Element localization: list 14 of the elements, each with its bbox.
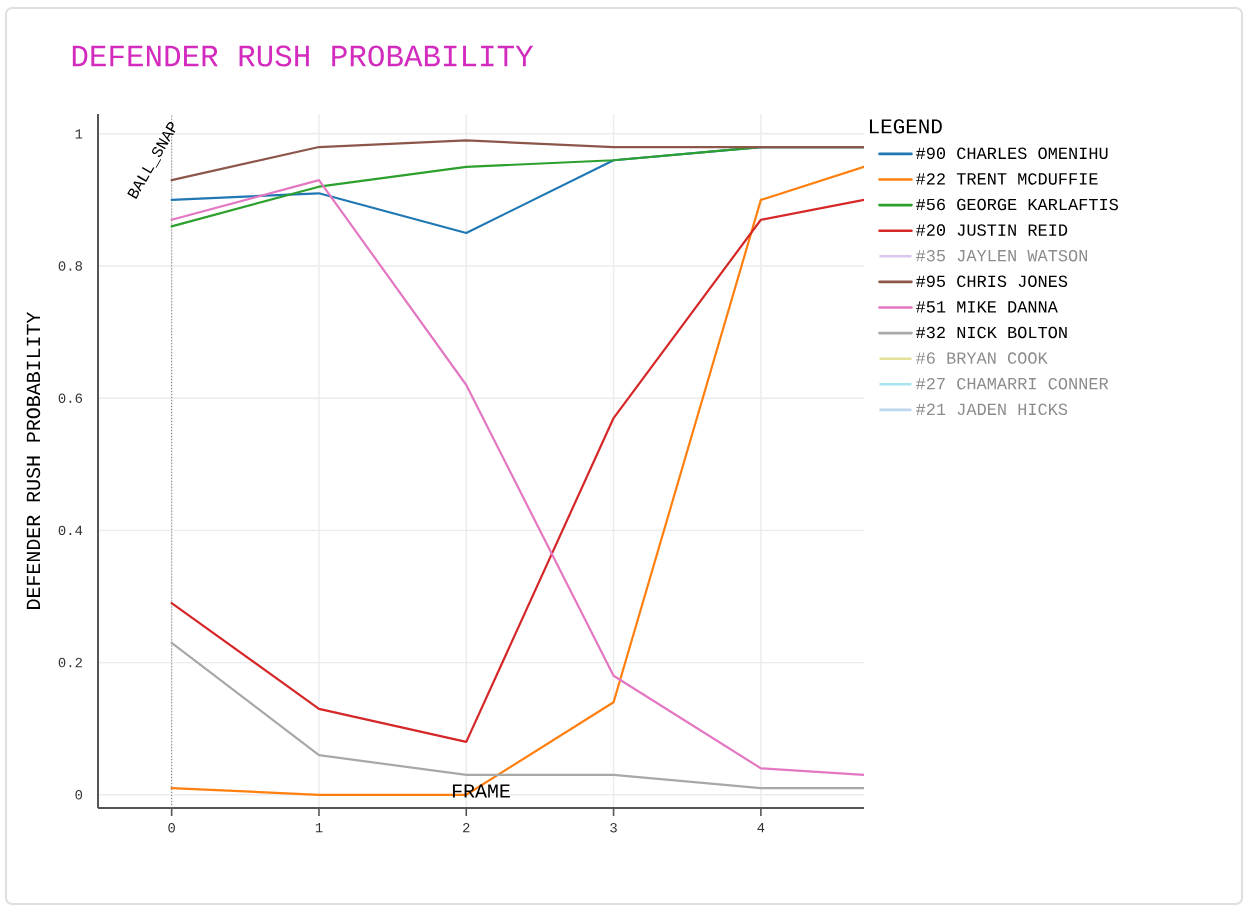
legend-label: #27 CHAMARRI CONNER bbox=[916, 377, 1109, 390]
legend-label: #90 CHARLES OMENIHU bbox=[916, 147, 1108, 160]
legend-label: #95 CHRIS JONES bbox=[916, 275, 1068, 288]
legend-label: #35 JAYLEN WATSON bbox=[916, 249, 1087, 262]
legend-label: #32 NICK BOLTON bbox=[916, 326, 1067, 339]
legend-label: #6 BRYAN COOK bbox=[916, 352, 1048, 364]
legend-label: #56 GEORGE KARLAFTIS bbox=[916, 198, 1119, 211]
legend-label: #21 JADEN HICKS bbox=[916, 403, 1068, 416]
chart-title: DEFENDER RUSH PROBABILITY bbox=[72, 45, 534, 67]
legend-label: #20 JUSTIN REID bbox=[916, 224, 1068, 236]
legend-label: #51 MIKE DANNA bbox=[916, 301, 1058, 313]
y-axis-title: DEFENDER RUSH PROBABILITY bbox=[26, 311, 41, 609]
legend-label: #22 TRENT MCDUFFIE bbox=[916, 173, 1098, 185]
legend-title: LEGEND bbox=[869, 119, 942, 134]
